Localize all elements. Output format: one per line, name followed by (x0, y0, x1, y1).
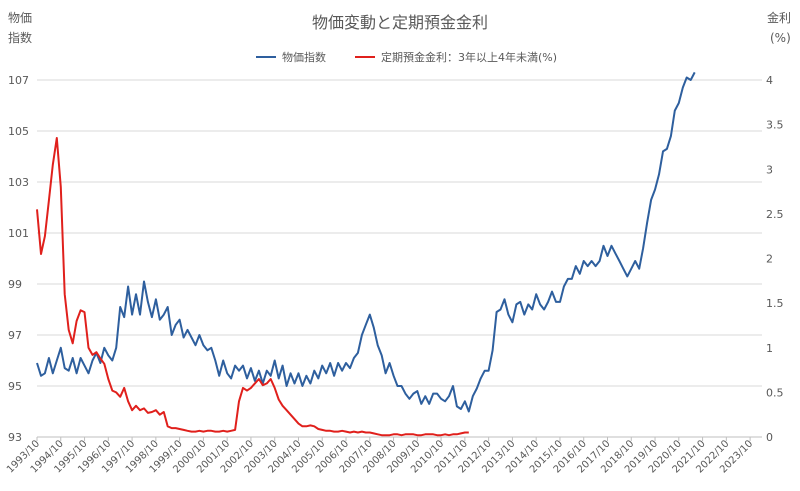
y2-label-line1: 金利 (767, 10, 791, 25)
y2-tick-label: 3 (766, 163, 773, 176)
legend-label-rate: 定期預金金利：3年以上4年未満(%) (381, 50, 557, 64)
y1-tick-label: 95 (8, 380, 22, 393)
y1-tick-label: 105 (8, 125, 29, 138)
series-line-price-index (36, 71, 696, 413)
y1-label-line1: 物価 (8, 11, 32, 25)
y1-tick-label: 93 (8, 431, 22, 444)
y1-axis-ticks: 93 95 97 99 101 103 105 107 (8, 74, 29, 444)
y2-tick-label: 2 (766, 253, 773, 266)
y1-tick-label: 101 (8, 227, 29, 240)
y2-tick-label: 0 (766, 431, 773, 444)
y2-tick-label: 1.5 (766, 297, 784, 310)
legend: 物価指数 定期預金金利：3年以上4年未満(%) (256, 50, 557, 64)
y1-tick-label: 97 (8, 329, 22, 342)
chart-title: 物価変動と定期預金金利 (312, 13, 488, 32)
series-line-deposit-rate (36, 137, 469, 437)
y2-tick-label: 4 (766, 74, 773, 87)
y2-axis-ticks: 0 0.5 1 1.5 2 2.5 3 3.5 4 (766, 74, 784, 444)
y1-label-line2: 指数 (8, 30, 32, 45)
y2-label-line2: (%) (770, 31, 791, 45)
y1-tick-label: 99 (8, 278, 22, 291)
y2-tick-label: 3.5 (766, 119, 784, 132)
y1-tick-label: 107 (8, 74, 29, 87)
y1-tick-label: 103 (8, 176, 29, 189)
y2-tick-label: 0.5 (766, 386, 784, 399)
y2-tick-label: 1 (766, 342, 773, 355)
y2-tick-label: 2.5 (766, 208, 784, 221)
legend-label-price: 物価指数 (282, 50, 326, 64)
x-axis-ticks: 1993/101994/101995/101996/101997/101998/… (5, 437, 755, 475)
gridlines (37, 79, 762, 387)
